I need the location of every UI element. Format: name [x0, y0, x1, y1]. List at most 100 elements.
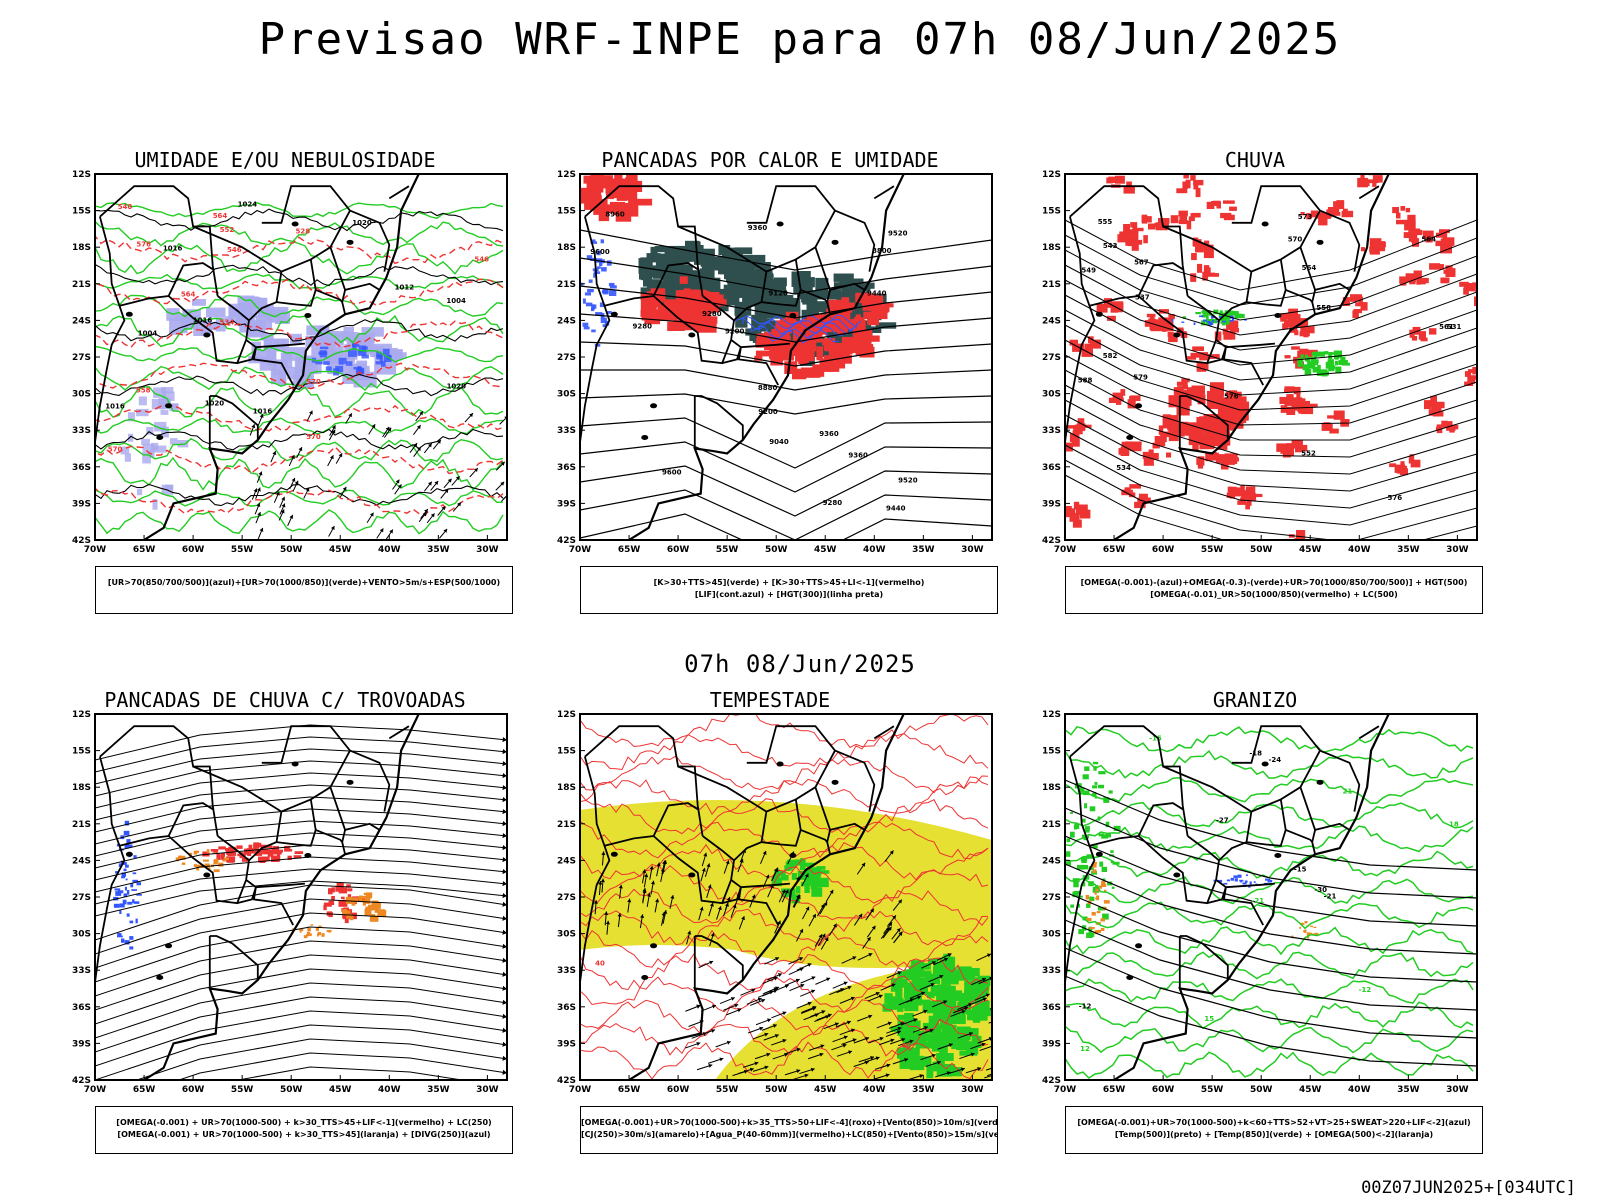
legend-line: [CJ(250)>30m/s](amarelo)+[Agua_P(40-60mm… [581, 1130, 997, 1139]
contour-label: 555 [1098, 218, 1113, 226]
lat-tick-label: 36S [72, 463, 91, 473]
lat-tick-label: 18S [72, 783, 91, 793]
lat-tick-label: 15S [557, 207, 576, 217]
lat-tick-label: 18S [1042, 243, 1061, 253]
forecast-time-label: 07h 08/Jun/2025 [684, 650, 916, 678]
lon-tick-label: 65W [618, 545, 641, 555]
contour-label: 15 [1204, 1015, 1214, 1023]
contour-label: 552 [220, 226, 235, 234]
contour-label: 546 [227, 246, 242, 254]
lon-tick-label: 55W [231, 545, 254, 555]
lon-tick-label: 30W [961, 1085, 984, 1095]
panel-pancadas-trovoadas: PANCADAS DE CHUVA C/ TROVOADAS 12S 15S 18S… [50, 688, 520, 1168]
lat-tick-label: 30S [557, 930, 576, 940]
lon-tick-label: 40W [1348, 545, 1371, 555]
lon-tick-label: 35W [1397, 1085, 1420, 1095]
lon-tick-label: 60W [667, 1085, 690, 1095]
lat-tick-label: 36S [1042, 1003, 1061, 1013]
lat-tick-label: 24S [1042, 856, 1061, 866]
lat-tick-label: 27S [557, 353, 576, 363]
contour-label: 570 [306, 433, 321, 441]
contour-label: -21 [1324, 892, 1337, 900]
contour-label: 576 [1224, 393, 1239, 401]
lat-tick-label: 36S [557, 463, 576, 473]
lat-tick-label: 39S [72, 1039, 91, 1049]
contour-label: 564 [1421, 236, 1436, 244]
lat-tick-label: 15S [557, 747, 576, 757]
contour-label: 570 [108, 445, 123, 453]
lon-tick-label: 55W [716, 545, 739, 555]
legend-line: [OMEGA(-0.001) + UR>70(1000-500) + k>30_… [116, 1118, 492, 1127]
contour-label: -24 [1268, 756, 1281, 764]
contour-label: 1024 [238, 201, 258, 209]
contour-label: 531 [1447, 323, 1462, 331]
contour-label: 558 [1316, 304, 1331, 312]
contour-label: 534 [1116, 464, 1131, 472]
lon-tick-label: 35W [912, 1085, 935, 1095]
lat-tick-label: 33S [557, 426, 576, 436]
contour-label: 9520 [898, 477, 918, 485]
lat-tick-label: 24S [557, 856, 576, 866]
lon-tick-label: 55W [1201, 545, 1224, 555]
lon-tick-label: 70W [569, 1085, 592, 1095]
lat-tick-label: 21S [557, 820, 576, 830]
legend-line: [OMEGA(-0.001) + UR>70(1000-500) + k>30_… [117, 1130, 491, 1139]
lon-tick-label: 60W [182, 545, 205, 555]
lat-tick-label: 24S [72, 856, 91, 866]
lat-tick-label: 15S [1042, 747, 1061, 757]
lon-tick-label: 60W [182, 1085, 205, 1095]
contour-label: 588 [1078, 377, 1093, 385]
lat-tick-label: 12S [1042, 710, 1061, 720]
contour-label: 1020 [205, 399, 225, 407]
lat-tick-label: 42S [557, 1076, 576, 1086]
contour-label: 534 [219, 319, 234, 327]
contour-label: 579 [1133, 374, 1148, 382]
contour-label: 561 [1439, 323, 1454, 331]
legend-chuva: [OMEGA(-0.001)-(azul)+OMEGA(-0.3)-(verde… [1065, 566, 1483, 614]
contour-label: 1004 [138, 329, 158, 337]
lat-tick-label: 27S [72, 353, 91, 363]
lon-tick-label: 35W [427, 545, 450, 555]
panel-title: GRANIZO [1212, 688, 1298, 712]
contour-label: 9280 [823, 499, 843, 507]
map-pancadas-calor: 9600 9520 9440 9360 9280 9200 9120 9040 8960 8880… [557, 170, 993, 555]
contour-label: 576 [1388, 494, 1403, 502]
lon-tick-label: 30W [476, 545, 499, 555]
legend-line: [OMEGA(-0.001)-(azul)+OMEGA(-0.3)-(verde… [1080, 578, 1468, 587]
lon-tick-label: 50W [765, 1085, 788, 1095]
lat-tick-label: 27S [557, 893, 576, 903]
panel-title: UMIDADE E/OU NEBULOSIDADE [134, 148, 436, 172]
lat-tick-label: 27S [72, 893, 91, 903]
lon-tick-label: 70W [1054, 1085, 1077, 1095]
legend-granizo: [OMEGA(-0.001)+UR>70(1000-500)+k<60+TTS>… [1065, 1106, 1483, 1154]
contour-label: 40 [901, 1042, 911, 1050]
lon-tick-label: 70W [569, 545, 592, 555]
legend-line: [UR>70(850/700/500)](azul)+[UR>70(1000/8… [107, 578, 501, 587]
legend-line: [LIF](cont.azul) + [HGT(300)](linha pret… [694, 590, 884, 599]
contour-label: 9120 [768, 289, 788, 297]
contour-label: 9040 [769, 438, 789, 446]
contour-label: 1016 [163, 244, 183, 252]
panel-title: PANCADAS DE CHUVA C/ TROVOADAS [104, 688, 466, 712]
contour-label: 1016 [193, 317, 213, 325]
run-timestamp: 00Z07JUN2025+[034UTC] [1361, 1178, 1576, 1198]
lat-tick-label: 12S [1042, 170, 1061, 180]
legend-tempestade: [OMEGA(-0.001)+UR>70(1000-500)+k>35_TTS>… [580, 1106, 998, 1154]
lon-tick-label: 45W [1299, 545, 1322, 555]
contour-label: 18 [1449, 821, 1459, 829]
contour-label: 9600 [590, 248, 610, 256]
contour-label: -12 [1359, 986, 1372, 994]
lon-tick-label: 70W [84, 545, 107, 555]
contour-label: -18 [1249, 749, 1262, 757]
lon-tick-label: 65W [1103, 1085, 1126, 1095]
map-granizo: -12 -15 -18 -21 -24 -27 -30 12 15 18 21 -15 -12 -21 12… [1042, 710, 1478, 1095]
lon-tick-label: 50W [280, 545, 303, 555]
contour-label: 549 [1081, 267, 1096, 275]
lon-tick-label: 60W [1152, 545, 1175, 555]
legend-line: [OMEGA(-0.01)_UR>50(1000/850)(vermelho) … [1150, 590, 1398, 599]
contour-label: 1016 [105, 402, 125, 410]
lat-tick-label: 18S [557, 243, 576, 253]
contour-label: 9200 [758, 408, 778, 416]
lat-tick-label: 30S [72, 390, 91, 400]
